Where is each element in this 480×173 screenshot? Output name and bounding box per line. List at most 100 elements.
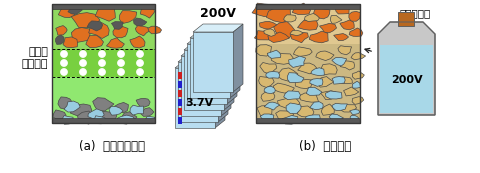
Polygon shape — [332, 103, 348, 111]
Polygon shape — [273, 83, 294, 93]
Polygon shape — [64, 101, 80, 112]
Polygon shape — [260, 62, 277, 74]
Bar — [52, 9, 155, 49]
Polygon shape — [264, 102, 280, 110]
Circle shape — [80, 51, 86, 57]
Polygon shape — [233, 24, 243, 92]
Text: 3.7V: 3.7V — [185, 98, 213, 108]
Polygon shape — [148, 26, 162, 34]
Polygon shape — [266, 6, 290, 23]
Polygon shape — [271, 53, 293, 64]
Polygon shape — [352, 81, 360, 88]
Polygon shape — [56, 26, 67, 35]
Polygon shape — [329, 114, 344, 122]
Polygon shape — [63, 37, 78, 48]
Circle shape — [136, 60, 144, 66]
Polygon shape — [292, 3, 311, 15]
Circle shape — [60, 69, 68, 75]
Circle shape — [80, 69, 86, 75]
Bar — [184, 50, 224, 110]
Circle shape — [98, 60, 106, 66]
Polygon shape — [254, 31, 269, 40]
Polygon shape — [187, 36, 237, 44]
Polygon shape — [349, 110, 360, 115]
Polygon shape — [58, 4, 76, 18]
Bar — [181, 56, 221, 116]
Polygon shape — [297, 106, 314, 117]
Polygon shape — [284, 91, 300, 100]
Polygon shape — [218, 54, 228, 122]
Bar — [190, 38, 230, 98]
Polygon shape — [115, 102, 128, 113]
Polygon shape — [351, 53, 366, 60]
Circle shape — [60, 60, 68, 66]
Bar — [52, 118, 155, 123]
Circle shape — [136, 51, 144, 57]
Polygon shape — [68, 6, 82, 14]
Polygon shape — [109, 106, 123, 115]
Polygon shape — [267, 50, 281, 58]
Polygon shape — [56, 35, 64, 44]
Polygon shape — [305, 115, 320, 122]
Polygon shape — [338, 46, 352, 55]
Bar — [52, 49, 155, 77]
Polygon shape — [130, 105, 144, 115]
Polygon shape — [227, 36, 237, 104]
Polygon shape — [141, 108, 154, 116]
Polygon shape — [120, 11, 137, 24]
Circle shape — [118, 60, 124, 66]
Polygon shape — [295, 79, 313, 89]
Polygon shape — [178, 54, 228, 62]
Circle shape — [118, 69, 124, 75]
Polygon shape — [309, 31, 328, 43]
Polygon shape — [350, 115, 359, 122]
Bar — [52, 77, 155, 118]
Polygon shape — [72, 28, 90, 43]
Polygon shape — [290, 30, 303, 36]
Bar — [178, 72, 182, 79]
Circle shape — [136, 69, 144, 75]
Polygon shape — [88, 109, 104, 119]
Polygon shape — [107, 38, 124, 48]
Polygon shape — [224, 42, 234, 110]
Polygon shape — [252, 3, 272, 17]
Polygon shape — [276, 111, 294, 120]
Polygon shape — [257, 106, 272, 116]
Polygon shape — [378, 22, 435, 115]
Polygon shape — [320, 23, 336, 33]
Polygon shape — [89, 23, 109, 39]
Polygon shape — [314, 8, 330, 19]
Circle shape — [118, 51, 124, 57]
Polygon shape — [193, 24, 243, 32]
Polygon shape — [298, 63, 317, 74]
Text: （液体）: （液体） — [22, 59, 48, 69]
Polygon shape — [256, 45, 272, 56]
Polygon shape — [299, 93, 319, 102]
Polygon shape — [133, 18, 147, 26]
Bar — [178, 117, 182, 124]
Text: (b)  全固体型: (b) 全固体型 — [299, 140, 351, 153]
Polygon shape — [288, 56, 306, 67]
Polygon shape — [321, 104, 334, 115]
Polygon shape — [286, 103, 301, 113]
Polygon shape — [113, 26, 128, 38]
Polygon shape — [306, 87, 322, 95]
Polygon shape — [330, 15, 342, 23]
Polygon shape — [332, 58, 347, 66]
Polygon shape — [266, 71, 280, 78]
Polygon shape — [95, 6, 115, 21]
Polygon shape — [117, 115, 135, 124]
Polygon shape — [261, 91, 275, 101]
Polygon shape — [190, 30, 240, 38]
Polygon shape — [130, 36, 145, 48]
Polygon shape — [344, 87, 359, 96]
Polygon shape — [230, 30, 240, 98]
Polygon shape — [311, 68, 324, 76]
Polygon shape — [277, 97, 300, 110]
Polygon shape — [264, 86, 275, 94]
Bar — [256, 9, 360, 44]
Bar — [178, 108, 182, 115]
Bar — [256, 4, 360, 9]
Bar — [178, 99, 182, 106]
Polygon shape — [99, 111, 117, 122]
